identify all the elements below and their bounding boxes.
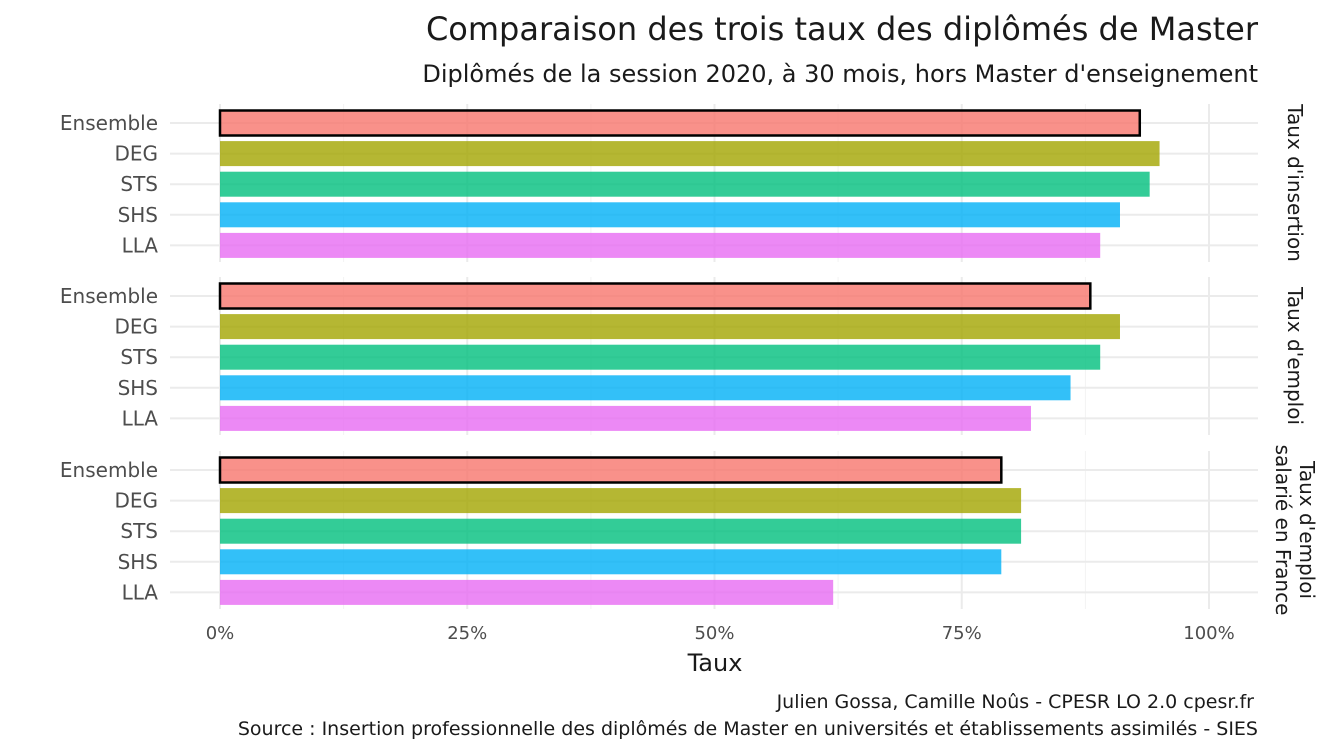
bar-ensemble bbox=[218, 282, 1092, 310]
bar-sts bbox=[220, 171, 1150, 197]
facet-panel: Ensemble DEG STS SHS LLA bbox=[60, 277, 1258, 435]
y-tick-label: STS bbox=[120, 345, 158, 369]
y-tick-label: LLA bbox=[122, 406, 159, 430]
facet-panel: Ensemble DEG STS SHS LLA bbox=[60, 104, 1258, 262]
bar-shs bbox=[220, 549, 1002, 575]
bar-deg bbox=[220, 314, 1120, 340]
y-tick-label: SHS bbox=[118, 550, 158, 574]
y-tick-label: SHS bbox=[118, 203, 158, 227]
facet-panels: Ensemble DEG STS SHS LLA Ensemble DEG STS SHS LLA… bbox=[60, 104, 1258, 609]
y-tick-label: SHS bbox=[118, 376, 158, 400]
bar-lla bbox=[220, 405, 1031, 431]
facet-strip-label: Taux d'emploi bbox=[1283, 286, 1307, 425]
x-axis-ticks: 0% 25% 50% 75% 100% bbox=[206, 623, 1235, 644]
y-tick-label: DEG bbox=[114, 142, 158, 166]
x-tick-label: 0% bbox=[206, 623, 235, 644]
facet-strip-label: salarié en France bbox=[1271, 445, 1295, 616]
y-tick-label: LLA bbox=[122, 233, 159, 257]
chart-title: Comparaison des trois taux des diplômés … bbox=[426, 10, 1259, 48]
x-tick-label: 100% bbox=[1183, 623, 1234, 644]
x-axis-label: Taux bbox=[687, 649, 743, 677]
y-tick-label: STS bbox=[120, 519, 158, 543]
caption-source: Source : Insertion professionnelle des d… bbox=[238, 718, 1258, 740]
bar-ensemble bbox=[218, 109, 1142, 137]
x-tick-label: 75% bbox=[942, 623, 982, 644]
facet-strip-label: Taux d'emploi bbox=[1295, 460, 1319, 599]
x-tick-label: 25% bbox=[447, 623, 487, 644]
facet-strips: Taux d'insertion Taux d'emploi Taux d'empl… bbox=[1271, 103, 1319, 615]
bar-sts bbox=[220, 344, 1101, 370]
y-tick-label: DEG bbox=[114, 315, 158, 339]
y-tick-label: Ensemble bbox=[60, 284, 158, 308]
y-tick-label: Ensemble bbox=[60, 458, 158, 482]
y-tick-label: LLA bbox=[122, 580, 159, 604]
bar-lla bbox=[220, 232, 1101, 258]
bar-lla bbox=[220, 579, 834, 605]
caption-credit: Julien Gossa, Camille Noûs - CPESR LO 2.… bbox=[776, 691, 1255, 713]
facet-strip-label: Taux d'insertion bbox=[1283, 103, 1307, 262]
bar-shs bbox=[220, 202, 1120, 228]
facet-panel: Ensemble DEG STS SHS LLA bbox=[60, 451, 1258, 609]
chart-subtitle: Diplômés de la session 2020, à 30 mois, … bbox=[422, 60, 1258, 88]
x-tick-label: 50% bbox=[694, 623, 734, 644]
y-tick-label: Ensemble bbox=[60, 111, 158, 135]
bar-shs bbox=[220, 375, 1071, 401]
bar-deg bbox=[220, 141, 1160, 167]
y-tick-label: DEG bbox=[114, 489, 158, 513]
bar-deg bbox=[220, 488, 1022, 514]
y-tick-label: STS bbox=[120, 172, 158, 196]
bar-ensemble bbox=[218, 456, 1003, 484]
bar-sts bbox=[220, 518, 1022, 544]
